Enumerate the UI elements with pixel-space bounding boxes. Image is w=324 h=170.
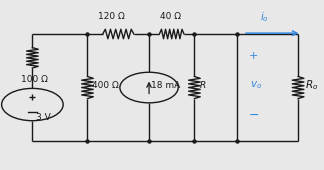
Text: 120 Ω: 120 Ω — [98, 12, 125, 21]
Text: R: R — [199, 81, 205, 89]
Text: 40 Ω: 40 Ω — [160, 12, 180, 21]
Text: 3 V: 3 V — [36, 113, 51, 122]
Text: +: + — [249, 51, 258, 61]
Text: $R_o$: $R_o$ — [305, 78, 318, 92]
Text: $v_o$: $v_o$ — [250, 79, 262, 91]
Text: 400 Ω: 400 Ω — [92, 81, 119, 89]
Text: $i_o$: $i_o$ — [260, 10, 269, 24]
Text: 100 Ω: 100 Ω — [21, 75, 48, 83]
Text: 18 mA: 18 mA — [151, 81, 180, 89]
Text: −: − — [249, 109, 259, 122]
